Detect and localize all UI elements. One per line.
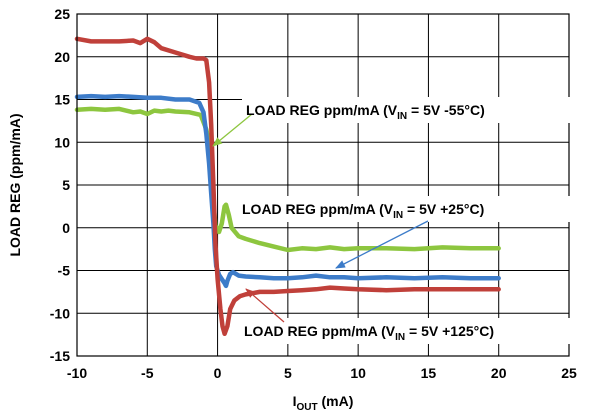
x-tick-label-6: 20 <box>491 365 507 381</box>
annotation-1: LOAD REG ppm/mA (VIN = 5V +25°C) <box>242 201 484 221</box>
y-tick-label-1: 20 <box>54 49 70 65</box>
x-tick-label-5: 15 <box>421 365 437 381</box>
y-tick-label-8: -15 <box>50 348 70 364</box>
annotation-2: LOAD REG ppm/mA (VIN = 5V +125°C) <box>244 323 494 343</box>
annotation-arrow-0 <box>212 113 253 147</box>
x-tick-label-1: -5 <box>141 365 154 381</box>
series-line-1 <box>74 93 501 289</box>
y-tick-label-6: -5 <box>58 263 71 279</box>
y-tick-label-4: 5 <box>62 177 70 193</box>
annotation-bg-2 <box>238 318 572 344</box>
x-tick-label-0: -10 <box>67 365 87 381</box>
x-tick-label-3: 5 <box>284 365 292 381</box>
series-line-2 <box>74 36 501 337</box>
x-tick-label-4: 10 <box>350 365 366 381</box>
series-line-0 <box>74 106 501 253</box>
x-tick-labels: -10 -5 0 5 10 15 20 25 <box>67 365 577 381</box>
x-axis-title: IOUT (mA) <box>293 393 354 413</box>
y-tick-label-0: 25 <box>54 6 70 22</box>
annotations: LOAD REG ppm/mA (VIN = 5V -55°C) LOAD RE… <box>212 97 572 344</box>
series-lines <box>74 36 501 337</box>
y-tick-label-3: 10 <box>54 134 70 150</box>
annotation-bg-1 <box>238 196 570 222</box>
annotation-bg-0 <box>242 97 570 123</box>
annotation-0: LOAD REG ppm/mA (VIN = 5V -55°C) <box>246 102 485 122</box>
y-tick-label-5: 0 <box>62 220 70 236</box>
annotation-arrow-1 <box>335 220 429 269</box>
x-tick-label-7: 25 <box>561 365 577 381</box>
y-tick-label-7: -10 <box>50 305 70 321</box>
y-tick-label-2: 15 <box>54 92 70 108</box>
y-axis-title: LOAD REG (ppm/mA) <box>7 113 23 256</box>
y-tick-labels: 25 20 15 10 5 0 -5 -10 -15 <box>50 6 70 364</box>
x-tick-label-2: 0 <box>214 365 222 381</box>
annotation-arrow-2 <box>245 288 285 323</box>
plot-frame <box>76 13 570 357</box>
